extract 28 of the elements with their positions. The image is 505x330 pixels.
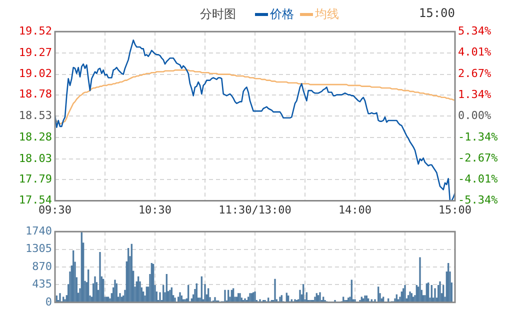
y-tick-label: 435 <box>32 278 52 291</box>
y-tick-label: 18.53 <box>18 109 52 122</box>
x-tick-label: 10:30 <box>138 203 172 216</box>
y-tick-label: 18.78 <box>18 88 52 101</box>
chart-title: 分时图 <box>200 6 236 23</box>
y2-tick-label: 5.34% <box>458 24 492 38</box>
y-tick-label: 1305 <box>26 242 52 256</box>
y-tick-label: 870 <box>32 260 52 273</box>
y-tick-label: 19.52 <box>18 24 52 38</box>
x-tick-label: 11:30/13:00 <box>218 203 292 216</box>
y-tick-label: 17.79 <box>18 172 52 186</box>
y-tick-label: 18.03 <box>18 152 52 165</box>
y2-tick-label: -4.01% <box>458 172 498 186</box>
y2-tick-label: 2.67% <box>458 66 492 80</box>
y2-tick-label: 1.34% <box>458 88 492 101</box>
y-tick-label: 19.27 <box>18 46 52 59</box>
legend-label: 均线 <box>315 7 339 21</box>
y2-tick-label: -1.34% <box>458 130 498 144</box>
y-tick-label: 1740 <box>26 224 52 238</box>
y-tick-label: 0 <box>45 295 52 308</box>
legend-label: 价格 <box>270 7 294 21</box>
x-tick-label: 14:00 <box>338 203 372 216</box>
y2-tick-label: -2.67% <box>458 151 498 164</box>
y2-tick-label: 0.00% <box>458 109 492 122</box>
y2-tick-label: 4.01% <box>458 46 492 59</box>
text: 15:00 <box>418 6 455 20</box>
y-tick-label: 18.28 <box>18 130 52 144</box>
y-tick-label: 19.02 <box>18 67 52 80</box>
